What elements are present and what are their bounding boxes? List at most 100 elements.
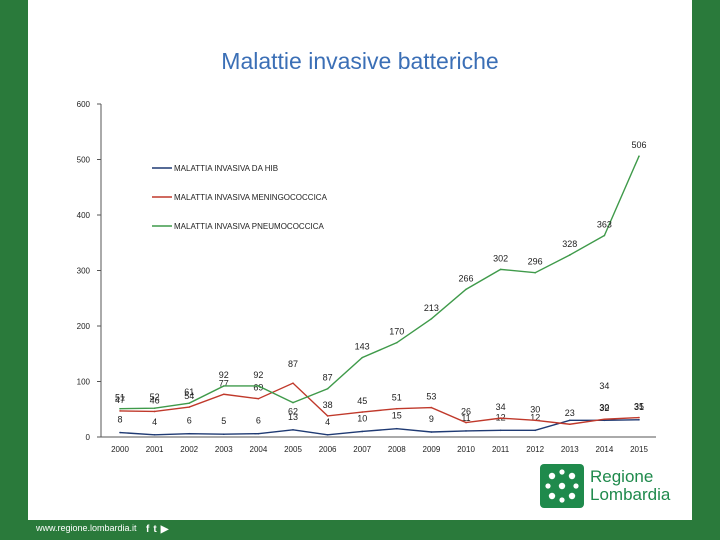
- series-point: [603, 418, 606, 421]
- x-tick-label: 2003: [215, 445, 233, 454]
- series-point: [361, 430, 364, 433]
- x-tick-label: 2013: [561, 445, 579, 454]
- data-label: 170: [389, 327, 404, 337]
- data-label: 69: [253, 383, 263, 393]
- series-point: [223, 393, 225, 396]
- series-point: [430, 406, 433, 409]
- data-label: 302: [493, 253, 508, 263]
- y-tick-label: 0: [86, 433, 91, 442]
- chart-title: Malattie invasive batteriche: [221, 48, 499, 74]
- series-point: [188, 402, 190, 404]
- footer-url[interactable]: www.regione.lombardia.it: [36, 523, 137, 533]
- series-point: [257, 432, 260, 435]
- series-line: [119, 155, 640, 410]
- data-label: 6: [187, 416, 192, 426]
- data-label: 10: [357, 413, 367, 423]
- logo-line-1: Regione: [590, 467, 654, 486]
- data-label: 46: [150, 395, 160, 405]
- data-label: 266: [458, 273, 473, 283]
- series-point: [326, 387, 329, 390]
- series-point: [603, 234, 606, 237]
- y-tick-label: 200: [77, 322, 91, 331]
- x-tick-label: 2010: [457, 445, 475, 454]
- data-label: 87: [288, 359, 298, 369]
- y-tick-label: 100: [77, 378, 91, 387]
- slide-footer: www.regione.lombardia.it f t ▶: [0, 520, 720, 540]
- series-point: [119, 407, 121, 410]
- data-label: 92: [253, 370, 263, 380]
- logo-line-2: Lombardia: [590, 485, 671, 504]
- data-label: 32: [599, 403, 609, 413]
- series-line: [119, 382, 640, 425]
- data-label: 11: [461, 413, 470, 423]
- series-point: [188, 432, 190, 435]
- x-tick-label: 2008: [388, 445, 406, 454]
- series-point: [499, 429, 502, 432]
- x-tick-label: 2004: [250, 445, 268, 454]
- series-point: [361, 356, 364, 359]
- data-label: 26: [461, 407, 471, 417]
- series-point: [223, 385, 225, 387]
- data-label: 13: [288, 412, 298, 422]
- series-point: [188, 406, 190, 408]
- series-point: [396, 341, 398, 344]
- data-label: 30: [599, 402, 609, 412]
- x-tick-label: 2005: [284, 445, 302, 454]
- twitter-icon[interactable]: t: [153, 523, 157, 535]
- series-point: [638, 155, 640, 157]
- series-point: [534, 419, 536, 422]
- data-label: 92: [219, 370, 229, 380]
- y-tick-label: 300: [77, 267, 91, 276]
- data-label: 54: [184, 391, 194, 401]
- data-label: 34: [496, 402, 506, 412]
- series-point: [465, 430, 467, 432]
- data-label: 12: [530, 412, 540, 422]
- data-label: 8: [117, 415, 122, 425]
- data-label: 143: [355, 342, 370, 352]
- series-line: [119, 419, 640, 436]
- data-label: 23: [565, 408, 575, 418]
- series-point: [361, 411, 364, 413]
- x-tick-label: 2011: [492, 445, 510, 454]
- series-point: [153, 407, 156, 409]
- x-tick-label: 2015: [630, 445, 648, 454]
- series-point: [430, 317, 433, 320]
- data-label: 213: [424, 303, 439, 313]
- data-label: 30: [530, 404, 540, 414]
- facebook-icon[interactable]: f: [146, 523, 150, 535]
- data-label: 35: [634, 402, 644, 412]
- series-point: [396, 407, 398, 410]
- series-point: [119, 431, 121, 434]
- series-point: [153, 433, 156, 436]
- data-label: 9: [429, 414, 434, 424]
- series-point: [223, 433, 225, 436]
- data-label: 77: [219, 378, 229, 388]
- slide-frame-right: [692, 0, 720, 540]
- data-label: 5: [221, 416, 226, 426]
- y-tick-label: 400: [77, 211, 91, 220]
- data-label: 38: [323, 400, 333, 410]
- series-point: [499, 417, 502, 419]
- data-label: 34: [599, 381, 609, 391]
- data-label: 15: [392, 411, 402, 421]
- series-point: [569, 254, 571, 256]
- data-label: 31: [634, 402, 644, 412]
- legend-label: MALATTIA INVASIVA DA HIB: [174, 164, 278, 173]
- series-point: [292, 401, 294, 404]
- regione-lombardia-wordmark: Regione Lombardia: [590, 468, 670, 504]
- youtube-icon[interactable]: ▶: [160, 523, 169, 535]
- series-point: [396, 427, 398, 430]
- data-label: 45: [357, 396, 367, 406]
- series-point: [569, 423, 571, 426]
- slide-frame-left: [0, 0, 28, 540]
- y-tick-label: 600: [77, 100, 91, 109]
- x-tick-label: 2009: [423, 445, 441, 454]
- x-tick-label: 2001: [146, 445, 164, 454]
- series-point: [119, 410, 121, 412]
- series-point: [499, 268, 502, 271]
- series-point: [257, 385, 260, 387]
- series-point: [153, 410, 156, 413]
- data-label: 51: [115, 393, 125, 403]
- series-point: [534, 271, 536, 274]
